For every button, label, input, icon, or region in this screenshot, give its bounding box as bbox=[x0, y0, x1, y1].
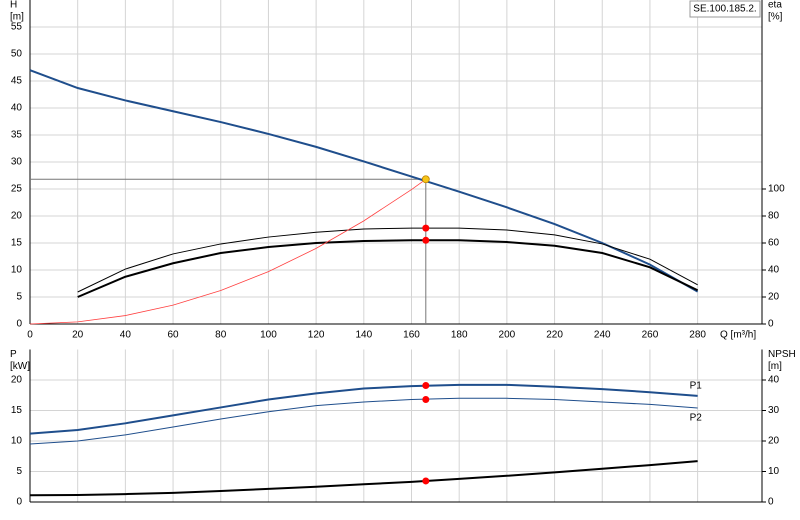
y-axis-title: H bbox=[10, 0, 17, 11]
x-tick-label: 260 bbox=[642, 330, 659, 341]
x-tick-label: 100 bbox=[260, 330, 277, 341]
x-tick-label: 140 bbox=[355, 330, 372, 341]
y2-axis-title: eta bbox=[768, 0, 782, 11]
y-tick-label: 5 bbox=[16, 292, 22, 303]
y-tick-label: 55 bbox=[11, 22, 23, 33]
y-tick-label: 35 bbox=[11, 130, 23, 141]
y-tick-label: 50 bbox=[11, 49, 23, 60]
y-axis-unit: [kW] bbox=[10, 361, 30, 372]
curve bbox=[77, 227, 698, 293]
y-tick-label: 45 bbox=[11, 76, 23, 87]
operating-point bbox=[422, 236, 430, 244]
x-tick-label: 200 bbox=[499, 330, 516, 341]
operating-point bbox=[421, 175, 430, 184]
x-tick-label: 20 bbox=[72, 330, 84, 341]
x-tick-label: 220 bbox=[546, 330, 563, 341]
y-tick-label: 40 bbox=[11, 103, 23, 114]
x-tick-label: 180 bbox=[451, 330, 468, 341]
operating-point bbox=[422, 381, 430, 389]
curve bbox=[29, 178, 427, 325]
x-tick-label: 240 bbox=[594, 330, 611, 341]
y-tick-label: 25 bbox=[11, 184, 23, 195]
y2-tick-label: 0 bbox=[768, 319, 774, 330]
legend-label: P1 bbox=[690, 381, 703, 392]
y-tick-label: 5 bbox=[16, 466, 22, 477]
y2-tick-label: 0 bbox=[768, 497, 774, 508]
y-tick-label: 0 bbox=[16, 319, 22, 330]
y2-axis-unit: [%] bbox=[768, 12, 783, 23]
y-tick-label: 20 bbox=[11, 211, 23, 222]
y2-tick-label: 30 bbox=[768, 405, 780, 416]
y-tick-label: 15 bbox=[11, 238, 23, 249]
operating-point bbox=[422, 224, 430, 232]
curve bbox=[29, 383, 698, 435]
y-tick-label: 0 bbox=[16, 497, 22, 508]
x-tick-label: 40 bbox=[120, 330, 132, 341]
y-tick-label: 30 bbox=[11, 157, 23, 168]
x-tick-label: 160 bbox=[403, 330, 420, 341]
curve bbox=[29, 460, 698, 497]
y-tick-label: 10 bbox=[11, 265, 23, 276]
y2-axis-title: NPSH bbox=[768, 349, 796, 360]
y2-tick-label: 20 bbox=[768, 292, 780, 303]
y-tick-label: 15 bbox=[11, 405, 23, 416]
x-tick-label: 120 bbox=[308, 330, 325, 341]
y2-tick-label: 80 bbox=[768, 211, 780, 222]
y-axis-title: P bbox=[10, 349, 17, 360]
y2-tick-label: 20 bbox=[768, 436, 780, 447]
y2-tick-label: 40 bbox=[768, 265, 780, 276]
y2-tick-label: 10 bbox=[768, 466, 780, 477]
y-tick-label: 10 bbox=[11, 436, 23, 447]
y-tick-label: 20 bbox=[11, 375, 23, 386]
x-tick-label: 280 bbox=[689, 330, 706, 341]
id-box bbox=[689, 0, 761, 18]
y2-tick-label: 60 bbox=[768, 238, 780, 249]
x-tick-label: 80 bbox=[215, 330, 227, 341]
id-label: SE.100.185.2. bbox=[693, 4, 756, 15]
operating-point bbox=[422, 477, 430, 485]
x-tick-label: 0 bbox=[27, 330, 33, 341]
curve bbox=[77, 239, 699, 298]
curve bbox=[29, 69, 699, 293]
y2-axis-unit: [m] bbox=[768, 361, 782, 372]
x-axis-label: Q [m³/h] bbox=[720, 330, 756, 341]
y2-tick-label: 40 bbox=[768, 375, 780, 386]
operating-point bbox=[422, 396, 430, 404]
y2-tick-label: 100 bbox=[768, 184, 785, 195]
x-tick-label: 60 bbox=[167, 330, 179, 341]
y-axis-unit: [m] bbox=[10, 12, 24, 23]
legend-label: P2 bbox=[690, 413, 703, 424]
curve bbox=[29, 397, 698, 445]
